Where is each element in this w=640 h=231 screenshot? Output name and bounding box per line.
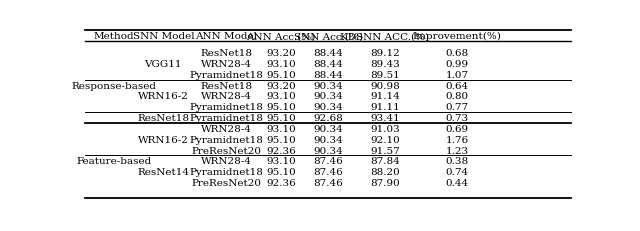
Text: 0.68: 0.68 bbox=[445, 49, 468, 58]
Text: ResNet14: ResNet14 bbox=[138, 167, 189, 176]
Text: WRN28-4: WRN28-4 bbox=[201, 60, 252, 69]
Text: 87.84: 87.84 bbox=[370, 157, 400, 166]
Text: Response-based: Response-based bbox=[71, 81, 156, 90]
Text: 88.44: 88.44 bbox=[313, 49, 343, 58]
Text: 91.03: 91.03 bbox=[370, 124, 400, 133]
Text: Pyramidnet18: Pyramidnet18 bbox=[189, 70, 263, 79]
Text: ResNet18: ResNet18 bbox=[200, 81, 252, 90]
Text: WRN28-4: WRN28-4 bbox=[201, 157, 252, 166]
Text: Pyramidnet18: Pyramidnet18 bbox=[189, 135, 263, 144]
Text: ANN Acc.(%): ANN Acc.(%) bbox=[246, 32, 316, 41]
Text: ResNet18: ResNet18 bbox=[200, 49, 252, 58]
Text: 89.43: 89.43 bbox=[370, 60, 400, 69]
Text: 0.44: 0.44 bbox=[445, 178, 468, 187]
Text: SNN Model: SNN Model bbox=[132, 32, 194, 41]
Text: 91.11: 91.11 bbox=[370, 103, 400, 112]
Text: 0.64: 0.64 bbox=[445, 81, 468, 90]
Text: ResNet18: ResNet18 bbox=[138, 114, 189, 123]
Text: 93.10: 93.10 bbox=[266, 157, 296, 166]
Text: Improvement(%): Improvement(%) bbox=[413, 32, 501, 41]
Text: 87.46: 87.46 bbox=[313, 167, 343, 176]
Text: Feature-based: Feature-based bbox=[76, 157, 151, 166]
Text: WRN16-2: WRN16-2 bbox=[138, 135, 189, 144]
Text: ANN Model: ANN Model bbox=[195, 32, 257, 41]
Text: 1.07: 1.07 bbox=[445, 70, 468, 79]
Text: 0.73: 0.73 bbox=[445, 114, 468, 123]
Text: WRN28-4: WRN28-4 bbox=[201, 124, 252, 133]
Text: KDSNN ACC.(%): KDSNN ACC.(%) bbox=[340, 32, 429, 41]
Text: 88.20: 88.20 bbox=[370, 167, 400, 176]
Text: 88.44: 88.44 bbox=[313, 60, 343, 69]
Text: 90.98: 90.98 bbox=[370, 81, 400, 90]
Text: 0.99: 0.99 bbox=[445, 60, 468, 69]
Text: VGG11: VGG11 bbox=[145, 60, 182, 69]
Text: 93.10: 93.10 bbox=[266, 124, 296, 133]
Text: PreResNet20: PreResNet20 bbox=[191, 178, 261, 187]
Text: 93.10: 93.10 bbox=[266, 92, 296, 101]
Text: 87.90: 87.90 bbox=[370, 178, 400, 187]
Text: 91.57: 91.57 bbox=[370, 146, 400, 155]
Text: 90.34: 90.34 bbox=[313, 146, 343, 155]
Text: 95.10: 95.10 bbox=[266, 167, 296, 176]
Text: 1.76: 1.76 bbox=[445, 135, 468, 144]
Text: 0.69: 0.69 bbox=[445, 124, 468, 133]
Text: WRN28-4: WRN28-4 bbox=[201, 92, 252, 101]
Text: 95.10: 95.10 bbox=[266, 103, 296, 112]
Text: 0.74: 0.74 bbox=[445, 167, 468, 176]
Text: PreResNet20: PreResNet20 bbox=[191, 146, 261, 155]
Text: 87.46: 87.46 bbox=[313, 178, 343, 187]
Text: 90.34: 90.34 bbox=[313, 81, 343, 90]
Text: 95.10: 95.10 bbox=[266, 70, 296, 79]
Text: 87.46: 87.46 bbox=[313, 157, 343, 166]
Text: 1.23: 1.23 bbox=[445, 146, 468, 155]
Text: 95.10: 95.10 bbox=[266, 135, 296, 144]
Text: SNN Acc.(%): SNN Acc.(%) bbox=[294, 32, 362, 41]
Text: Method: Method bbox=[93, 32, 134, 41]
Text: 91.14: 91.14 bbox=[370, 92, 400, 101]
Text: 93.10: 93.10 bbox=[266, 60, 296, 69]
Text: 88.44: 88.44 bbox=[313, 70, 343, 79]
Text: 93.20: 93.20 bbox=[266, 81, 296, 90]
Text: 92.36: 92.36 bbox=[266, 146, 296, 155]
Text: 95.10: 95.10 bbox=[266, 114, 296, 123]
Text: WRN16-2: WRN16-2 bbox=[138, 92, 189, 101]
Text: 90.34: 90.34 bbox=[313, 124, 343, 133]
Text: 90.34: 90.34 bbox=[313, 135, 343, 144]
Text: 93.41: 93.41 bbox=[370, 114, 400, 123]
Text: 0.80: 0.80 bbox=[445, 92, 468, 101]
Text: 93.20: 93.20 bbox=[266, 49, 296, 58]
Text: Pyramidnet18: Pyramidnet18 bbox=[189, 114, 263, 123]
Text: 0.77: 0.77 bbox=[445, 103, 468, 112]
Text: 90.34: 90.34 bbox=[313, 92, 343, 101]
Text: 0.38: 0.38 bbox=[445, 157, 468, 166]
Text: Pyramidnet18: Pyramidnet18 bbox=[189, 167, 263, 176]
Text: 92.68: 92.68 bbox=[313, 114, 343, 123]
Text: 89.51: 89.51 bbox=[370, 70, 400, 79]
Text: 92.36: 92.36 bbox=[266, 178, 296, 187]
Text: 92.10: 92.10 bbox=[370, 135, 400, 144]
Text: 89.12: 89.12 bbox=[370, 49, 400, 58]
Text: Pyramidnet18: Pyramidnet18 bbox=[189, 103, 263, 112]
Text: 90.34: 90.34 bbox=[313, 103, 343, 112]
